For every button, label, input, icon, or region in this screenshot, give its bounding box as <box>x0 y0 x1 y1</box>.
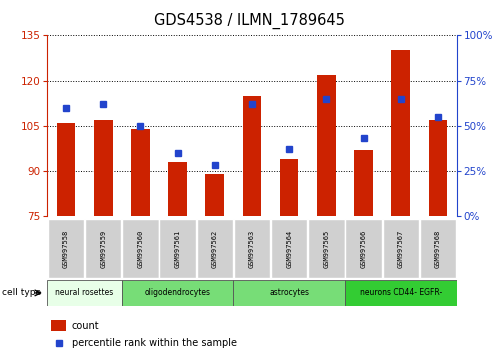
Text: GSM997566: GSM997566 <box>361 229 367 268</box>
Text: neurons CD44- EGFR-: neurons CD44- EGFR- <box>360 289 442 297</box>
Bar <box>345 280 457 306</box>
Bar <box>383 219 419 278</box>
Bar <box>48 219 84 278</box>
Bar <box>159 219 196 278</box>
Bar <box>392 50 410 216</box>
Text: neural rosettes: neural rosettes <box>55 289 114 297</box>
Bar <box>420 219 456 278</box>
Bar <box>308 219 345 278</box>
Bar <box>243 96 261 216</box>
Text: GDS4538 / ILMN_1789645: GDS4538 / ILMN_1789645 <box>154 12 345 29</box>
Bar <box>271 219 307 278</box>
Text: cell type: cell type <box>2 289 41 297</box>
Bar <box>317 75 336 216</box>
Text: GSM997565: GSM997565 <box>323 229 329 268</box>
Bar <box>234 219 270 278</box>
Bar <box>94 120 112 216</box>
Text: GSM997564: GSM997564 <box>286 229 292 268</box>
Bar <box>51 320 66 331</box>
Text: oligodendrocytes: oligodendrocytes <box>145 289 211 297</box>
Text: GSM997563: GSM997563 <box>249 229 255 268</box>
Text: GSM997561: GSM997561 <box>175 229 181 268</box>
Bar <box>354 150 373 216</box>
Text: percentile rank within the sample: percentile rank within the sample <box>72 338 237 348</box>
Bar <box>131 129 150 216</box>
Bar <box>122 280 234 306</box>
Text: GSM997559: GSM997559 <box>100 229 106 268</box>
Bar <box>57 123 75 216</box>
Bar <box>47 280 122 306</box>
Text: GSM997568: GSM997568 <box>435 229 441 268</box>
Text: GSM997560: GSM997560 <box>137 229 143 268</box>
Bar <box>345 219 382 278</box>
Text: GSM997567: GSM997567 <box>398 229 404 268</box>
Bar <box>206 174 224 216</box>
Bar <box>234 280 345 306</box>
Bar <box>280 159 298 216</box>
Text: astrocytes: astrocytes <box>269 289 309 297</box>
Text: GSM997558: GSM997558 <box>63 229 69 268</box>
Bar <box>122 219 159 278</box>
Text: count: count <box>72 321 100 331</box>
Bar <box>168 162 187 216</box>
Bar <box>85 219 121 278</box>
Bar <box>197 219 233 278</box>
Bar <box>429 120 447 216</box>
Text: GSM997562: GSM997562 <box>212 229 218 268</box>
